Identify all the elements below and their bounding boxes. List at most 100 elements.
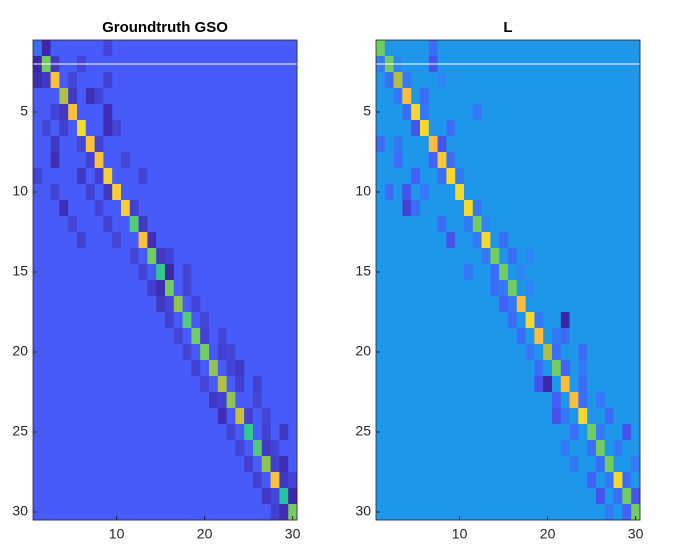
heatmap-cell [85,200,95,217]
heatmap-cell [112,216,122,233]
heatmap-cell [103,248,113,265]
heatmap-cell [33,424,43,441]
heatmap-cell [578,216,588,233]
heatmap-cell [587,440,597,457]
heatmap-cell [77,376,87,393]
heatmap-cell [569,408,579,425]
heatmap-cell [384,264,394,281]
heatmap-cell [569,296,579,313]
heatmap-cell [455,312,465,329]
heatmap-cell [560,152,570,169]
heatmap-cell [147,120,157,137]
heatmap-cell [437,280,447,297]
heatmap-cell [138,120,148,137]
heatmap-cell [270,424,280,441]
x-tick-label: 20 [540,526,556,542]
heatmap-cell [244,504,254,521]
heatmap-cell [253,232,263,249]
heatmap-cell [376,344,386,361]
heatmap-cell [525,392,535,409]
heatmap-cell [393,216,403,233]
heatmap-cell [604,88,614,105]
heatmap-cell [156,296,166,313]
heatmap-cell [33,184,43,201]
heatmap-cell [455,376,465,393]
heatmap-cell [560,200,570,217]
heatmap-cell [235,216,245,233]
heatmap-cell [472,248,482,265]
heatmap-cell [508,200,518,217]
heatmap-cell [420,408,430,425]
heatmap-cell [77,184,87,201]
heatmap-cell [560,360,570,377]
heatmap-cell [253,296,263,313]
heatmap-cell [516,424,526,441]
heatmap-cell [490,168,500,185]
heatmap-cell [393,72,403,89]
heatmap-cell [41,88,51,105]
heatmap-cell [244,216,254,233]
heatmap-cell [596,488,606,505]
heatmap-cell [499,120,509,137]
heatmap-cell [129,456,139,473]
heatmap-cell [261,264,271,281]
heatmap-cell [156,72,166,89]
heatmap-cell [622,360,632,377]
heatmap-cell [77,424,87,441]
heatmap-cell [103,120,113,137]
heatmap-cell [631,280,641,297]
heatmap-cell [173,344,183,361]
heatmap-cell [270,488,280,505]
heatmap-cell [261,360,271,377]
heatmap-cell [59,88,69,105]
heatmap-cell [68,392,78,409]
heatmap-cell [481,88,491,105]
heatmap-cell [376,248,386,265]
heatmap-cell [464,120,474,137]
heatmap-cell [428,328,438,345]
heatmap-cell [516,328,526,345]
heatmap-cell [631,264,641,281]
heatmap-cell [226,376,236,393]
heatmap-cell [261,376,271,393]
heatmap-cell [270,72,280,89]
heatmap-cell [596,360,606,377]
heatmap-cell [94,296,104,313]
heatmap-cell [270,296,280,313]
heatmap-cell [464,104,474,121]
heatmap-cell [138,360,148,377]
heatmap-cell [446,200,456,217]
heatmap-cell [481,136,491,153]
heatmap-cell [94,184,104,201]
heatmap-cell [613,40,623,57]
heatmap-cell [77,104,87,121]
heatmap-cell [59,408,69,425]
heatmap-cell [112,184,122,201]
heatmap-cell [384,72,394,89]
heatmap-cell [209,472,219,489]
heatmap-cell [552,216,562,233]
heatmap-cell [420,120,430,137]
heatmap-cell [420,184,430,201]
heatmap-cell [173,424,183,441]
heatmap-cell [270,104,280,121]
heatmap-cell [420,344,430,361]
heatmap-cell [244,88,254,105]
heatmap-cell [569,504,579,521]
heatmap-cell [279,88,289,105]
heatmap-cell [165,376,175,393]
heatmap-cell [481,376,491,393]
heatmap-cell [261,184,271,201]
heatmap-cell [578,40,588,57]
heatmap-cell [33,216,43,233]
heatmap-cell [33,504,43,521]
heatmap-cell [59,232,69,249]
heatmap-cell [596,424,606,441]
heatmap-cell [41,216,51,233]
heatmap-cell [631,456,641,473]
heatmap-cell [508,264,518,281]
heatmap-cell [481,40,491,57]
heatmap-cell [578,376,588,393]
heatmap-cell [534,168,544,185]
heatmap-cell [244,136,254,153]
